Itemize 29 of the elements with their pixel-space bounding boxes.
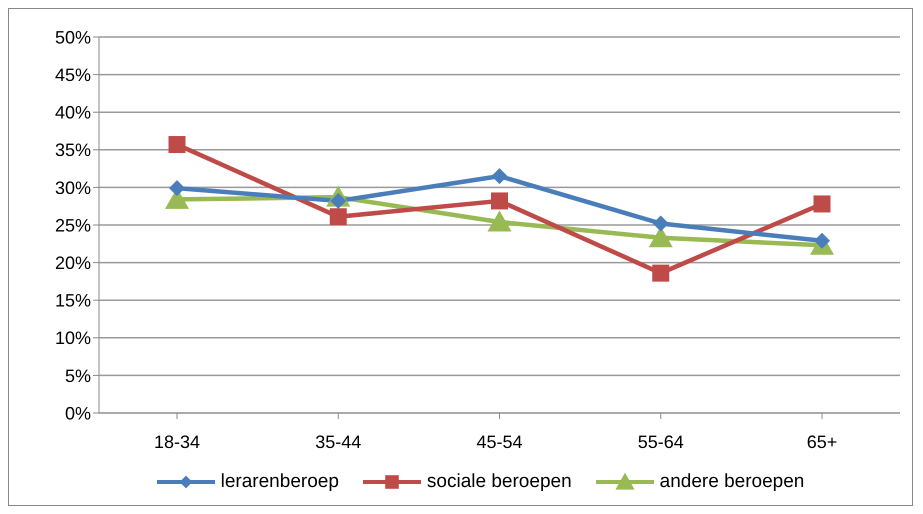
x-tick-label: 55-64	[638, 432, 684, 452]
point	[814, 195, 830, 212]
y-tick-label: 50%	[54, 27, 91, 48]
y-tick-label: 45%	[54, 64, 91, 85]
point	[814, 232, 830, 249]
point	[168, 136, 186, 154]
point	[492, 168, 508, 184]
point	[330, 208, 347, 226]
y-tick-label: 30%	[54, 178, 91, 198]
y-tick-label: 40%	[54, 102, 91, 123]
y-tick-label: 15%	[54, 290, 91, 311]
y-tick-label: 10%	[54, 328, 91, 348]
point	[488, 210, 512, 232]
x-tick-label: 35-44	[315, 432, 362, 452]
legend-label: lerarenberoep	[220, 471, 339, 493]
x-tick-label: 18-34	[154, 432, 200, 452]
legend-label: sociale beroepen	[426, 471, 572, 493]
y-tick-label: 0%	[64, 403, 91, 424]
y-tick-label: 20%	[54, 252, 91, 273]
legend-label: andere beroepen	[660, 471, 804, 493]
x-tick-label: 45-54	[476, 432, 523, 452]
point	[169, 180, 185, 196]
point	[652, 215, 669, 232]
point	[652, 264, 670, 282]
x-tick-label: 65+	[806, 432, 838, 452]
y-tick-label: 25%	[54, 215, 91, 236]
point	[491, 192, 508, 210]
y-tick-label: 5%	[64, 366, 91, 386]
y-tick-label: 35%	[54, 140, 91, 160]
